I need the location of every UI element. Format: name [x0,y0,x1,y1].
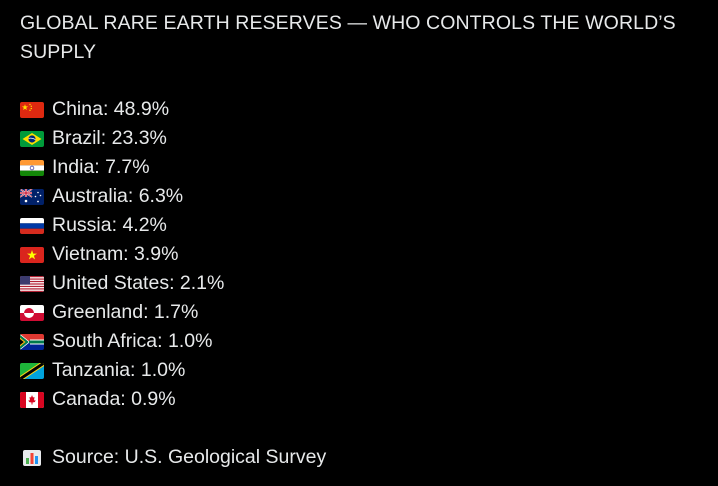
list-item-united-states: United States: 2.1% [20,269,700,298]
list-item-vietnam: Vietnam: 3.9% [20,240,700,269]
china-flag-icon [20,101,44,118]
list-item-label: Canada: 0.9% [52,388,176,410]
united-states-flag-icon [20,275,44,292]
australia-flag-icon [20,188,44,205]
list-item-south-africa: South Africa: 1.0% [20,327,700,356]
russia-flag-icon [20,217,44,234]
list-item-australia: Australia: 6.3% [20,182,700,211]
vietnam-flag-icon [20,246,44,263]
list-item-label: Australia: 6.3% [52,185,184,207]
list-item-india: India: 7.7% [20,153,700,182]
greenland-flag-icon [20,304,44,321]
list-item-label: India: 7.7% [52,156,150,178]
tanzania-flag-icon [20,362,44,379]
list-item-label: Tanzania: 1.0% [52,359,186,381]
list-item-label: Greenland: 1.7% [52,301,199,323]
source-text: Source: U.S. Geological Survey [52,446,327,468]
list-item-label: Vietnam: 3.9% [52,243,179,265]
canada-flag-icon [20,391,44,408]
bar-chart-icon [20,449,44,466]
list-item-canada: Canada: 0.9% [20,385,700,414]
list-item-label: Brazil: 23.3% [52,127,167,149]
post-body: GLOBAL RARE EARTH RESERVES — WHO CONTROL… [20,9,700,472]
list-item-brazil: Brazil: 23.3% [20,124,700,153]
list-item-label: South Africa: 1.0% [52,330,213,352]
list-item-label: China: 48.9% [52,98,170,120]
list-item-tanzania: Tanzania: 1.0% [20,356,700,385]
source-line: Source: U.S. Geological Survey [20,443,700,472]
india-flag-icon [20,159,44,176]
post-title: GLOBAL RARE EARTH RESERVES — WHO CONTROL… [20,12,676,63]
list-item-label: United States: 2.1% [52,272,225,294]
south-africa-flag-icon [20,333,44,350]
list-item-china: China: 48.9% [20,95,700,124]
list-item-label: Russia: 4.2% [52,214,167,236]
list-item-greenland: Greenland: 1.7% [20,298,700,327]
list-item-russia: Russia: 4.2% [20,211,700,240]
brazil-flag-icon [20,130,44,147]
reserve-list: China: 48.9% Brazil: 23.3% India: 7. [20,95,700,414]
